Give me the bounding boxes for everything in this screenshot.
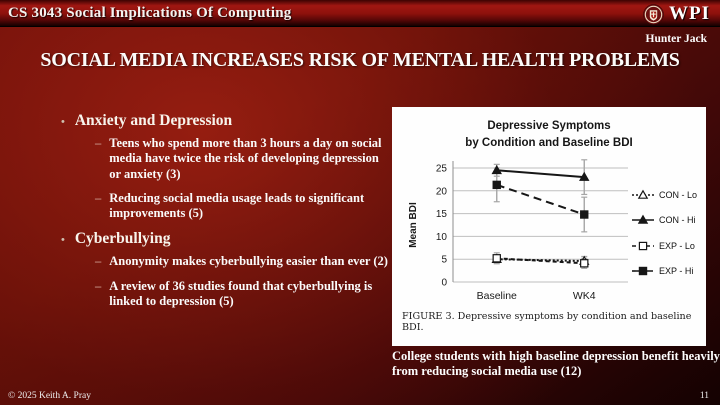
bullet-icon: • xyxy=(61,234,65,247)
svg-text:15: 15 xyxy=(436,209,448,220)
author-name: Hunter Jack xyxy=(645,33,707,45)
wpi-logo: WPI xyxy=(643,3,710,25)
svg-text:CON - Hi: CON - Hi xyxy=(659,215,696,225)
svg-text:EXP - Lo: EXP - Lo xyxy=(659,241,695,251)
svg-text:Mean BDI: Mean BDI xyxy=(408,202,419,248)
sub-bullet-text: Teens who spend more than 3 hours a day … xyxy=(109,136,382,181)
figure-note: College students with high baseline depr… xyxy=(392,349,720,378)
svg-text:WK4: WK4 xyxy=(573,290,596,302)
sub-bullet-text: Reducing social media usage leads to sig… xyxy=(109,190,365,220)
svg-text:CON - Lo: CON - Lo xyxy=(659,190,697,200)
dash-icon: – xyxy=(95,190,102,205)
sub-bullet: – A review of 36 studies found that cybe… xyxy=(95,279,393,310)
bullet-label: Cyberbullying xyxy=(74,230,171,248)
dash-icon: – xyxy=(95,254,102,269)
sub-bullet: – Teens who spend more than 3 hours a da… xyxy=(95,136,393,182)
sub-bullet-text: A review of 36 studies found that cyberb… xyxy=(109,278,373,308)
header-bar: CS 3043 Social Implications Of Computing xyxy=(0,0,720,27)
dash-icon: – xyxy=(95,136,102,150)
slide-title: SOCIAL MEDIA INCREASES RISK OF MENTAL HE… xyxy=(40,49,680,71)
svg-text:25: 25 xyxy=(436,164,448,175)
bullet-icon: • xyxy=(61,116,65,128)
chart-title-line1: Depressive Symptoms xyxy=(487,120,611,132)
chart-title-line2: by Condition and Baseline BDI xyxy=(465,137,633,150)
sub-bullet: – Anonymity makes cyberbullying easier t… xyxy=(95,254,393,269)
svg-text:20: 20 xyxy=(436,186,448,197)
chart-title: Depressive Symptoms by Condition and Bas… xyxy=(392,118,706,153)
svg-text:EXP - Hi: EXP - Hi xyxy=(659,266,693,276)
figure-caption: FIGURE 3. Depressive symptoms by conditi… xyxy=(402,311,692,333)
bullet-list: • Anxiety and Depression – Teens who spe… xyxy=(55,104,393,318)
wpi-seal-icon xyxy=(643,3,664,25)
bullet-label: Anxiety and Depression xyxy=(74,112,233,129)
figure-panel: 0 5 10 15 20 25 Mean BDI Baseline WK4 CON - Lo CON… xyxy=(392,107,706,346)
copyright: © 2025 Keith A. Pray xyxy=(8,391,91,401)
wpi-logo-text: WPI xyxy=(669,3,710,24)
page-number: 11 xyxy=(699,391,709,401)
svg-text:0: 0 xyxy=(441,278,447,289)
sub-bullet-text: Anonymity makes cyberbullying easier tha… xyxy=(109,254,388,269)
sub-bullet: – Reducing social media usage leads to s… xyxy=(95,191,393,222)
svg-text:5: 5 xyxy=(441,255,447,266)
svg-text:10: 10 xyxy=(436,232,448,243)
course-title: CS 3043 Social Implications Of Computing xyxy=(8,4,292,21)
dash-icon: – xyxy=(95,278,102,293)
bullet-item-cyberbullying: • Cyberbullying xyxy=(55,230,393,248)
svg-text:Baseline: Baseline xyxy=(477,290,517,302)
depressive-symptoms-chart: 0 5 10 15 20 25 Mean BDI Baseline WK4 CON - Lo CON… xyxy=(408,159,697,302)
bullet-item-anxiety-depression: • Anxiety and Depression xyxy=(55,112,393,130)
